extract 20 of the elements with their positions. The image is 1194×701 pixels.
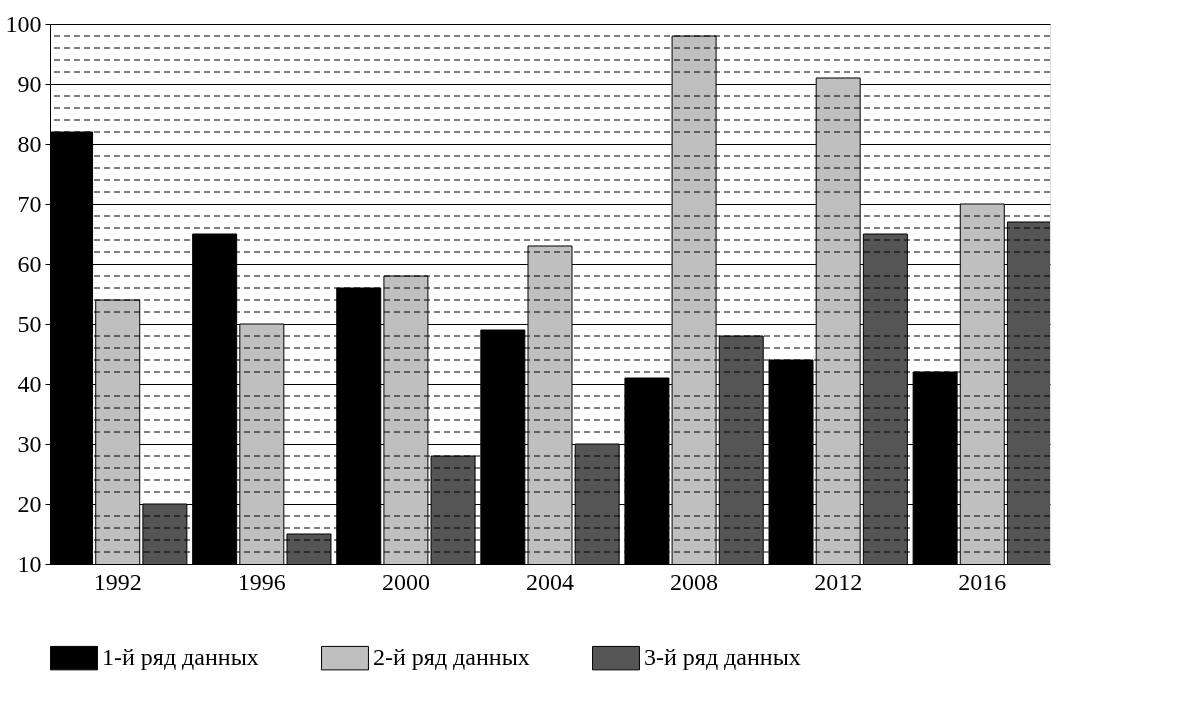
x-tick-label: 2012 [814, 568, 863, 595]
y-tick-label: 90 [17, 70, 42, 97]
legend-label: 1-й ряд данных [102, 644, 259, 671]
y-tick-label: 100 [5, 10, 42, 37]
legend-label: 3-й ряд данных [644, 644, 801, 671]
y-tick-label: 40 [17, 370, 42, 397]
x-tick-label: 2016 [958, 568, 1007, 595]
x-tick-label: 1992 [93, 568, 142, 595]
x-tick-label: 2008 [670, 568, 719, 595]
x-tick-label: 2000 [381, 568, 430, 595]
legend-label: 2-й ряд данных [373, 644, 530, 671]
y-tick-label: 50 [17, 310, 42, 337]
y-tick-label: 70 [17, 190, 42, 217]
x-tick-label: 1996 [237, 568, 286, 595]
y-tick-label: 10 [17, 550, 42, 577]
x-tick-label: 2004 [526, 568, 574, 595]
y-tick-label: 30 [17, 430, 42, 457]
y-tick-label: 60 [17, 250, 42, 277]
y-tick-label: 80 [17, 130, 42, 157]
y-tick-label: 20 [17, 490, 42, 517]
